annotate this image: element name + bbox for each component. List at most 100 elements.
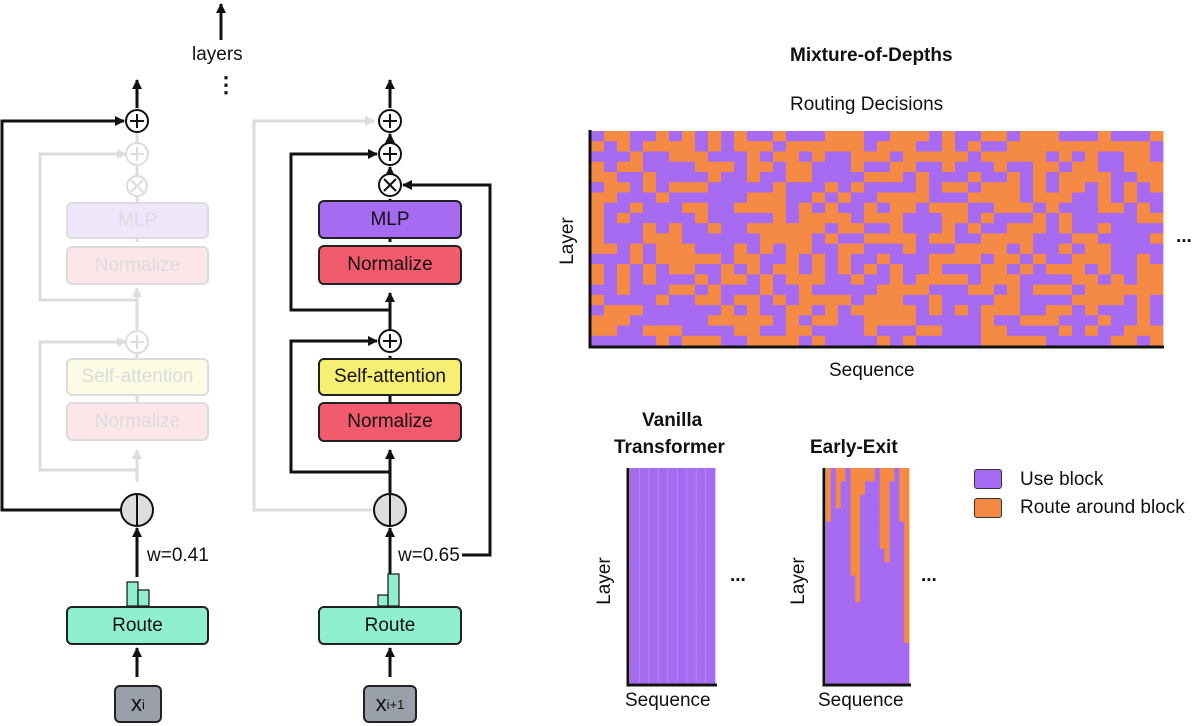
use-block-cell xyxy=(682,233,696,245)
use-block-cell xyxy=(889,656,895,670)
route-cell xyxy=(786,243,800,255)
route-cell xyxy=(879,468,885,482)
use-block-cell xyxy=(677,494,688,509)
use-block-cell xyxy=(1072,212,1086,224)
left-self-attention-block: Self-attention xyxy=(66,358,209,396)
use-block-cell xyxy=(656,151,670,163)
route-cell xyxy=(669,243,683,255)
use-block-cell xyxy=(696,615,706,630)
use-block-cell xyxy=(667,494,678,509)
route-cell xyxy=(955,253,969,265)
route-cell xyxy=(760,335,774,347)
route-cell xyxy=(864,294,878,306)
use-block-cell xyxy=(643,284,657,296)
use-block-cell xyxy=(929,131,943,142)
route-cell xyxy=(786,233,800,245)
use-block-cell xyxy=(630,535,640,550)
use-block-cell xyxy=(643,151,657,163)
use-block-cell xyxy=(773,284,787,296)
use-block-cell xyxy=(929,243,943,255)
route-cell xyxy=(825,305,839,316)
route-cell xyxy=(826,481,832,496)
route-cell xyxy=(929,253,943,265)
use-block-cell xyxy=(845,669,851,684)
use-block-cell xyxy=(786,202,800,214)
route-cell xyxy=(643,141,657,152)
use-block-cell xyxy=(812,233,826,245)
use-block-cell xyxy=(773,274,787,285)
use-block-cell xyxy=(812,171,826,183)
use-block-cell xyxy=(830,588,837,603)
route-cell xyxy=(747,315,761,326)
use-block-cell xyxy=(860,494,866,509)
middle-active-connections xyxy=(289,79,492,677)
use-block-cell xyxy=(696,468,706,482)
use-block-cell xyxy=(1020,294,1034,306)
use-block-cell xyxy=(835,656,842,670)
route-cell xyxy=(1059,141,1073,152)
route-cell xyxy=(708,315,722,326)
use-block-cell xyxy=(705,629,716,644)
use-block-cell xyxy=(929,284,943,296)
use-block-cell xyxy=(968,335,982,347)
middle-router-histogram xyxy=(377,573,400,607)
route-cell xyxy=(591,161,605,173)
use-block-cell xyxy=(1150,151,1164,163)
route-cell xyxy=(786,171,800,183)
route-cell xyxy=(708,141,722,152)
use-block-cell xyxy=(1111,264,1125,275)
use-block-cell xyxy=(630,481,640,496)
use-block-cell xyxy=(855,615,861,630)
route-cell xyxy=(1124,161,1138,173)
use-block-cell xyxy=(617,335,631,347)
use-block-cell xyxy=(894,562,900,576)
route-cell xyxy=(904,615,910,630)
route-cell xyxy=(708,161,722,173)
use-block-cell xyxy=(1111,151,1125,163)
use-block-cell xyxy=(686,548,697,563)
route-cell xyxy=(656,253,670,265)
route-cell xyxy=(1059,325,1073,337)
use-block-cell xyxy=(696,521,706,536)
use-block-cell xyxy=(874,481,881,496)
use-block-cell xyxy=(884,602,890,617)
route-cell xyxy=(942,233,956,245)
route-cell xyxy=(695,274,709,285)
use-block-cell xyxy=(869,508,876,523)
route-cell xyxy=(864,171,878,183)
use-block-cell xyxy=(874,508,881,523)
route-cell xyxy=(760,161,774,173)
use-block-cell xyxy=(734,223,748,234)
use-block-cell xyxy=(865,481,871,496)
route-cell xyxy=(855,575,861,590)
route-cell xyxy=(994,161,1008,173)
use-block-cell xyxy=(643,335,657,347)
use-block-cell xyxy=(630,508,640,523)
route-cell xyxy=(773,264,787,275)
route-cell xyxy=(773,335,787,347)
use-block-cell xyxy=(916,315,930,326)
use-block-cell xyxy=(708,192,722,204)
route-cell xyxy=(734,325,748,337)
route-cell xyxy=(903,305,917,316)
use-block-cell xyxy=(630,494,640,509)
use-block-cell xyxy=(604,335,618,347)
use-block-cell xyxy=(889,508,895,523)
use-block-cell xyxy=(904,656,910,670)
use-block-cell xyxy=(889,615,895,630)
use-block-cell xyxy=(648,548,659,563)
route-cell xyxy=(1085,253,1099,265)
route-cell xyxy=(1098,243,1112,255)
use-block-cell xyxy=(1007,264,1021,275)
route-cell xyxy=(1033,131,1047,142)
use-block-cell xyxy=(840,575,846,590)
route-cell xyxy=(695,253,709,265)
route-cell xyxy=(773,192,787,204)
route-cell xyxy=(877,151,891,163)
route-cell xyxy=(929,264,943,275)
use-block-cell xyxy=(838,284,852,296)
route-cell xyxy=(851,182,865,193)
route-cell xyxy=(916,182,930,193)
route-cell xyxy=(916,171,930,183)
use-block-cell xyxy=(865,669,871,684)
